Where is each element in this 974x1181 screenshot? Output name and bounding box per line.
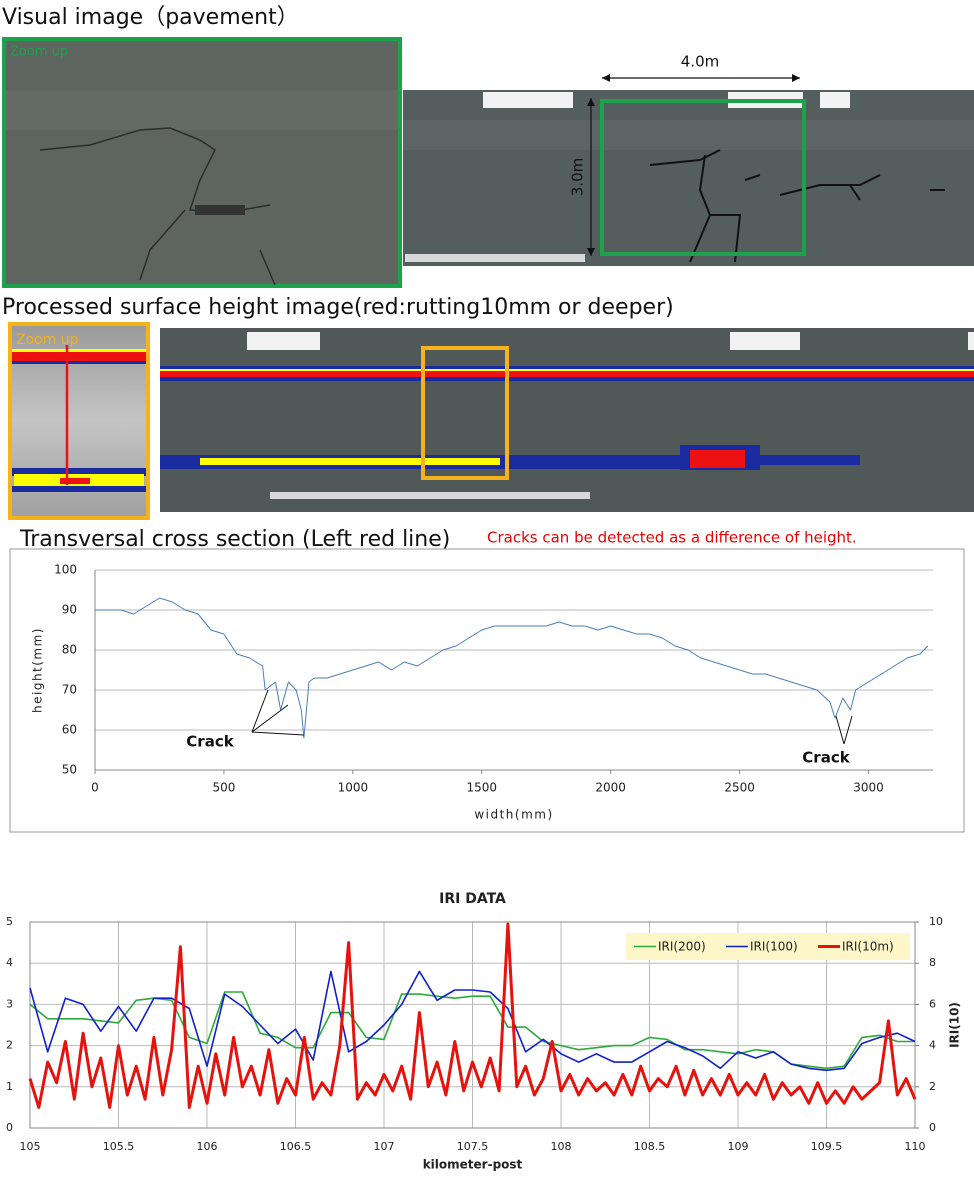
page: Visual image（pavement） Zoom up 4.0m 3.0m… [0,0,974,1181]
y-tick-label: 0 [6,1121,13,1134]
y2-axis-label: IRI(10) [948,1002,962,1048]
y-tick-label: 70 [62,683,77,697]
y-tick-label: 80 [62,643,77,657]
x-tick-label: 108 [551,1140,572,1153]
legend-label: IRI(200) [658,940,706,954]
x-tick-label: 2000 [595,781,626,795]
y-tick-label: 5 [6,915,13,928]
x-tick-label: 1000 [338,781,369,795]
y-tick-label: 60 [62,723,77,737]
zoom-label: Zoom up [16,332,79,348]
road-photo [403,74,974,266]
legend-label: IRI(10m) [842,940,894,954]
legend-label: IRI(100) [750,940,798,954]
y2-tick-label: 10 [929,915,943,928]
x-tick-label: 109.5 [811,1140,843,1153]
x-tick-label: 106.5 [280,1140,312,1153]
y2-tick-label: 2 [929,1080,936,1093]
x-tick-label: 110 [905,1140,926,1153]
heading: Processed surface height image(red:rutti… [2,295,674,320]
annotation: Crack [186,733,234,751]
x-tick-label: 0 [91,781,99,795]
y-tick-label: 4 [6,956,13,969]
height-label: 3.0m [569,158,587,196]
y-axis-label: height(mm) [31,627,45,713]
width-label: 4.0m [681,53,719,71]
x-tick-label: 1500 [466,781,497,795]
annotation: Crack [802,749,850,767]
y2-tick-label: 6 [929,997,936,1010]
heading: Transversal cross section (Left red line… [19,527,450,552]
y-tick-label: 100 [54,563,77,577]
note: Cracks can be detected as a difference o… [487,529,857,547]
heading: Visual image（pavement） [2,5,299,30]
x-tick-label: 108.5 [634,1140,666,1153]
y-tick-label: 1 [6,1080,13,1093]
y-tick-label: 2 [6,1039,13,1052]
zoom-photo [4,39,400,286]
x-tick-label: 109 [728,1140,749,1153]
height-image [160,328,974,512]
x-tick-label: 105.5 [103,1140,135,1153]
x-tick-label: 3000 [853,781,884,795]
y-tick-label: 90 [62,603,77,617]
x-tick-label: 107 [374,1140,395,1153]
y2-tick-label: 4 [929,1039,936,1052]
x-axis-label: kilometer-post [423,1158,523,1172]
zoom-label: Zoom up [10,45,68,60]
x-axis-label: width(mm) [474,808,553,822]
chart-title: IRI DATA [439,891,506,907]
y2-tick-label: 8 [929,956,936,969]
x-tick-label: 105 [20,1140,41,1153]
y-tick-label: 50 [62,763,77,777]
x-tick-label: 107.5 [457,1140,489,1153]
x-tick-label: 500 [212,781,235,795]
zoom-height-image [10,324,148,518]
x-tick-label: 106 [197,1140,218,1153]
y2-tick-label: 0 [929,1121,936,1134]
x-tick-label: 2500 [724,781,755,795]
y-tick-label: 3 [6,997,13,1010]
